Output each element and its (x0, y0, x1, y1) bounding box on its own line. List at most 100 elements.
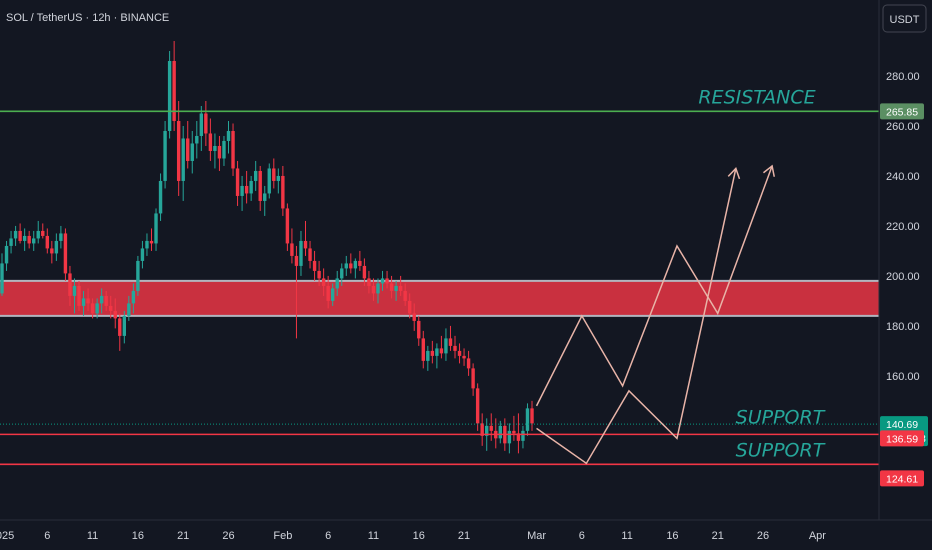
candle-body (485, 425, 489, 436)
candle-body (321, 278, 326, 286)
price-tick-label: 280.00 (886, 71, 920, 83)
candle-body (186, 138, 190, 161)
candle-body (122, 315, 127, 336)
currency-button-label[interactable]: USDT (890, 14, 920, 26)
currency-button-frame[interactable] (882, 4, 927, 33)
candle-body (303, 240, 308, 249)
candle-body (408, 300, 412, 314)
projection-path[interactable] (536, 168, 737, 465)
candle-body (330, 288, 335, 301)
candle-body (530, 408, 534, 424)
candle-body (294, 255, 299, 266)
candle-body (317, 270, 321, 279)
candle-body (50, 248, 54, 254)
candle-body (131, 290, 136, 304)
candle-body (176, 120, 181, 181)
projection-arrowhead (762, 164, 775, 177)
time-tick-label: Apr (809, 530, 826, 542)
candle-body (72, 285, 77, 296)
time-tick-label: 16 (413, 530, 425, 542)
candle-body (41, 230, 45, 236)
supply-zone (0, 280, 879, 316)
zone-layer (0, 279, 879, 317)
candle-body (525, 408, 530, 431)
candle-body (181, 138, 185, 181)
price-tick-label: 240.00 (886, 171, 920, 183)
candle-body (0, 263, 4, 294)
time-axis[interactable]: 2025 6 11 16 21 26 Feb 6 11 16 21 Mar 6 11 16 21 26 Apr (0, 530, 826, 542)
candle-body (267, 168, 271, 194)
candle-body (285, 208, 290, 244)
candle-body (249, 180, 253, 194)
candle-body (240, 185, 244, 196)
support-lower-price-badge-text: 124.61 (886, 473, 918, 485)
candle-body (421, 338, 425, 361)
candle-body (403, 290, 407, 301)
candle-body (36, 230, 40, 239)
price-tick-label: 180.00 (886, 321, 920, 333)
projection-path[interactable] (535, 165, 773, 407)
price-tick-label: 200.00 (886, 271, 920, 283)
candle-body (172, 61, 176, 121)
candle-body (435, 348, 439, 356)
candle-body (213, 145, 217, 151)
candle-body (199, 113, 204, 136)
candle-body (54, 240, 59, 254)
resistance-line-label: RESISTANCE (698, 86, 815, 108)
candle-body (358, 260, 362, 266)
candle-body (81, 298, 86, 306)
time-tick-label: Mar (527, 530, 546, 542)
level-layer: RESISTANCE SUPPORT SUPPORT (0, 86, 879, 466)
price-tick-label: 260.00 (886, 121, 920, 133)
candle-body (18, 230, 22, 241)
time-tick-label: 21 (712, 530, 724, 542)
candle-body (426, 350, 430, 361)
candle-body (226, 130, 231, 141)
candle-body (308, 248, 312, 261)
candle-body (512, 430, 516, 434)
candle-body (430, 350, 435, 356)
candle-body (457, 350, 462, 356)
time-tick-label: 21 (177, 530, 189, 542)
price-tick-label: 160.00 (886, 371, 920, 383)
price-axis[interactable]: 160.00 180.00 200.00 220.00 240.00 260.00 280.… (886, 71, 920, 383)
candle-body (276, 175, 281, 181)
candle-body (9, 238, 13, 246)
candle-body (335, 278, 339, 289)
candle-body (362, 265, 367, 279)
candle-body (521, 430, 525, 441)
symbol-title: SOL / TetherUS · 12h · BINANCE (6, 12, 169, 24)
projection-layer (535, 164, 775, 465)
currency-button[interactable]: USDT (882, 4, 927, 33)
candle-body (190, 143, 194, 161)
candle-body (217, 145, 222, 159)
candle-body (380, 278, 385, 284)
candle-body (222, 140, 226, 159)
candle-body (376, 283, 380, 294)
candle-body (272, 168, 276, 181)
candle-body (466, 358, 471, 369)
resistance-price-badge (880, 103, 924, 120)
candle-body (127, 303, 131, 316)
candle-body (104, 295, 108, 306)
support-line-upper-label: SUPPORT (736, 406, 826, 428)
candle-body (154, 213, 158, 244)
candle-body (516, 433, 521, 441)
candle-body (290, 243, 294, 256)
candle-body (231, 130, 235, 169)
candle-body (22, 235, 27, 241)
time-tick-label: 6 (325, 530, 331, 542)
candle-body (353, 260, 358, 269)
candle-body (149, 240, 154, 244)
time-tick-label: 26 (222, 530, 234, 542)
candle-body (109, 305, 113, 311)
time-tick-label: 11 (87, 530, 98, 542)
candle-body (385, 278, 389, 284)
candle-body (263, 193, 267, 201)
resistance-price-badge-text: 265.85 (886, 106, 918, 118)
price-tick-label: 220.00 (886, 221, 920, 233)
